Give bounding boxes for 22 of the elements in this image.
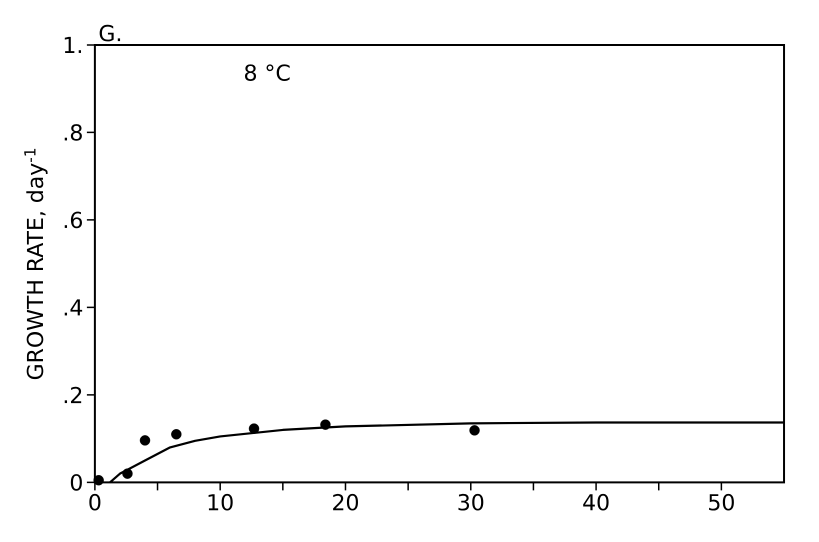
y-tick-label: .4 — [64, 299, 82, 316]
y-tick-label: 1. — [64, 36, 81, 53]
y-tick-label: .8 — [64, 124, 82, 141]
point — [320, 419, 331, 430]
x-tick-label: 20 — [333, 494, 358, 510]
point — [122, 468, 133, 479]
y-axis-title: GROWTH RATE, day$^{-1}$ — [24, 148, 48, 380]
x-tick-label: 40 — [583, 494, 609, 510]
point — [469, 424, 480, 436]
point — [140, 435, 150, 446]
x-tick-label: 0 — [89, 494, 100, 510]
y-tick-label: .6 — [64, 211, 82, 228]
y-tick-label: .2 — [64, 386, 82, 403]
text: G. — [100, 24, 120, 42]
x-tick-label: 50 — [709, 494, 734, 510]
point — [171, 428, 182, 440]
y-tick-label: 0 — [70, 474, 82, 491]
text: 8 °C — [245, 64, 290, 81]
point — [93, 474, 104, 486]
x-tick-label: 30 — [458, 494, 484, 510]
x-tick-label: 10 — [208, 494, 233, 510]
point — [248, 423, 260, 434]
